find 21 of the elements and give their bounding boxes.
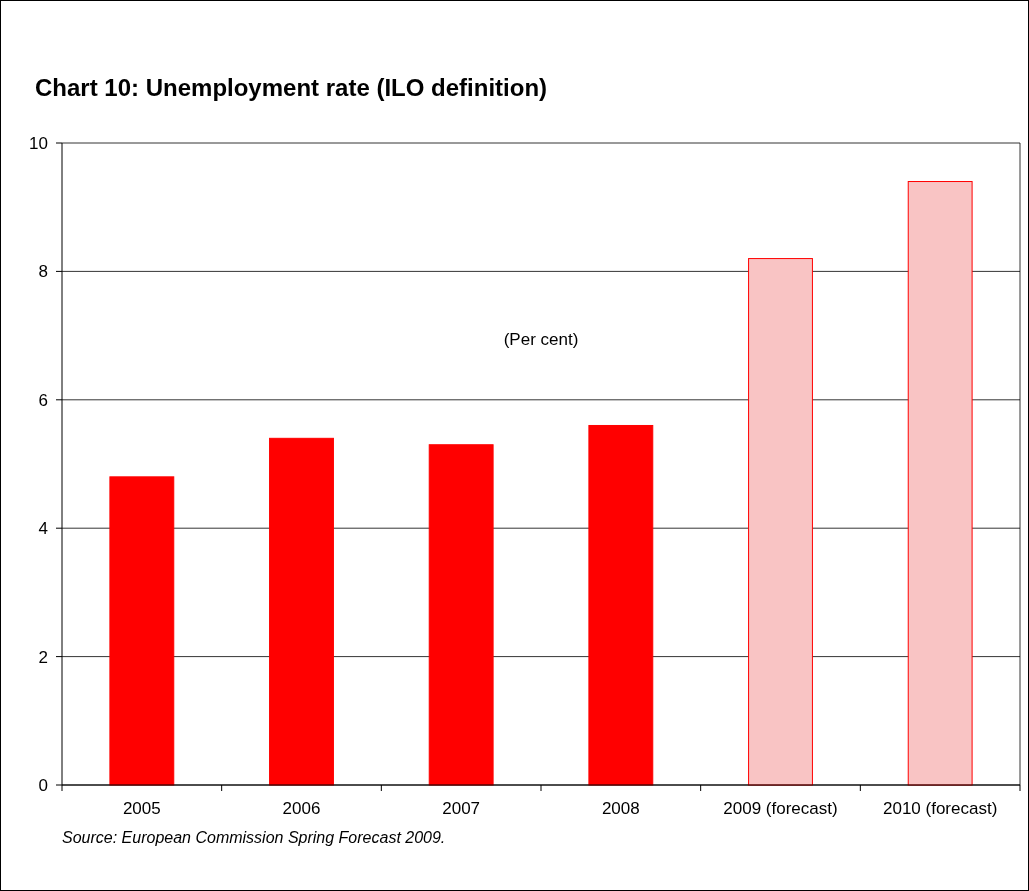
y-tick-label: 6 <box>38 390 48 410</box>
bar <box>109 476 175 786</box>
y-tick-label: 2 <box>38 647 48 667</box>
chart-title: Chart 10: Unemployment rate (ILO definition) <box>35 74 548 101</box>
y-tick-label: 10 <box>29 133 48 153</box>
x-tick-label: 2010 (forecast) <box>882 799 998 818</box>
y-tick-label: 4 <box>38 519 48 539</box>
x-tick-label: 2007 <box>442 799 481 818</box>
bar <box>748 258 813 786</box>
x-tick-label: 2009 (forecast) <box>723 799 838 818</box>
x-tick-label: 2005 <box>122 799 161 818</box>
x-tick-label: 2006 <box>282 799 321 818</box>
bar <box>588 424 654 786</box>
x-tick-label: 2008 <box>601 799 640 818</box>
y-tick-label: 8 <box>38 262 48 282</box>
bar <box>907 181 973 786</box>
bar <box>269 437 334 786</box>
bar <box>428 444 494 786</box>
annotation: (Per cent) <box>503 330 579 349</box>
y-tick-label: 0 <box>38 775 48 795</box>
source-note: Source: European Commission Spring Forecast 2009. <box>62 829 446 846</box>
